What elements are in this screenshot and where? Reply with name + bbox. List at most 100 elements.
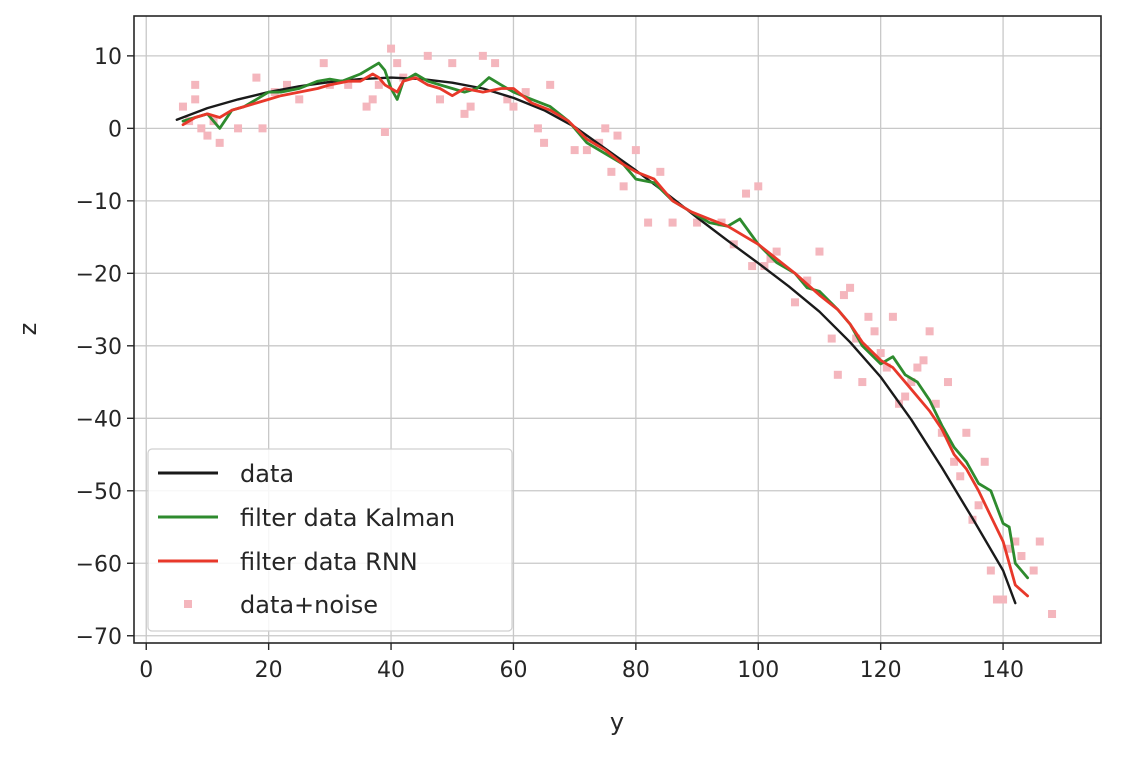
noise-point: [950, 457, 959, 466]
noise-point: [907, 378, 916, 387]
rnn-filter-line: [181, 72, 1029, 598]
noise-point: [601, 124, 610, 133]
legend-label-rnn: filter data RNN: [240, 548, 418, 576]
noise-point: [772, 247, 781, 256]
x-tick-label: 60: [499, 658, 527, 683]
noise-point: [974, 501, 983, 510]
legend-label-noise: data+noise: [240, 591, 378, 619]
noise-point: [980, 457, 989, 466]
x-axis-label: y: [610, 708, 624, 736]
y-tick-label: −70: [76, 625, 122, 650]
noise-point: [1035, 537, 1044, 546]
x-axis: 0 20 40 60 80 100 120 140: [139, 643, 1024, 683]
noise-point: [815, 247, 824, 256]
y-tick-label: 10: [94, 45, 122, 70]
noise-point: [570, 146, 579, 155]
noise-points: [178, 44, 1057, 619]
legend-label-kalman: filter data Kalman: [240, 504, 455, 532]
noise-point: [491, 59, 500, 68]
noise-point: [191, 80, 200, 89]
x-tick-label: 80: [622, 658, 650, 683]
noise-point: [252, 73, 261, 82]
noise-point: [962, 428, 971, 437]
noise-point: [668, 218, 677, 227]
noise-point: [374, 80, 383, 89]
noise-point: [478, 51, 487, 60]
legend-swatch-noise: [184, 600, 192, 608]
kalman-filter-line: [181, 61, 1029, 580]
noise-point: [956, 472, 965, 481]
noise-point: [582, 146, 591, 155]
noise-point: [901, 392, 910, 401]
grid: [134, 16, 1101, 643]
noise-point: [986, 566, 995, 575]
y-tick-label: −60: [76, 552, 122, 577]
noise-point: [992, 595, 1001, 604]
noise-point: [362, 102, 371, 111]
noise-point: [919, 356, 928, 365]
noise-point: [888, 312, 897, 321]
noise-point: [540, 138, 549, 147]
noise-point: [882, 363, 891, 372]
noise-point: [1029, 566, 1038, 575]
noise-point: [1005, 544, 1014, 553]
noise-point: [931, 399, 940, 408]
noise-point: [790, 298, 799, 307]
noise-point: [827, 334, 836, 343]
x-tick-label: 120: [860, 658, 902, 683]
noise-point: [344, 80, 353, 89]
noise-point: [258, 124, 267, 133]
noise-point: [393, 59, 402, 68]
noise-point: [613, 131, 622, 140]
noise-point: [619, 182, 628, 191]
noise-point: [203, 131, 212, 140]
y-tick-label: −40: [76, 407, 122, 432]
legend: data filter data Kalman filter data RNN …: [147, 448, 513, 632]
y-tick-label: −20: [76, 262, 122, 287]
noise-point: [423, 51, 432, 60]
noise-point: [295, 95, 304, 104]
y-axis-label: z: [14, 323, 42, 336]
y-tick-label: 0: [108, 117, 122, 142]
x-tick-label: 140: [982, 658, 1024, 683]
noise-point: [760, 262, 769, 271]
noise-point: [693, 218, 702, 227]
noise-point: [999, 595, 1008, 604]
noise-point: [631, 146, 640, 155]
y-axis: 10 0 −10 −20 −30 −40 −50 −60 −70: [76, 45, 134, 650]
noise-point: [234, 124, 243, 133]
noise-point: [943, 378, 952, 387]
noise-point: [803, 276, 812, 285]
noise-point: [448, 59, 457, 68]
noise-point: [742, 189, 751, 198]
noise-point: [521, 88, 530, 97]
noise-point: [191, 95, 200, 104]
noise-point: [215, 138, 224, 147]
noise-point: [1017, 552, 1026, 561]
noise-point: [833, 370, 842, 379]
noise-point: [754, 182, 763, 191]
x-tick-label: 0: [139, 658, 153, 683]
noise-point: [644, 218, 653, 227]
noise-point: [852, 334, 861, 343]
noise-point: [748, 262, 757, 271]
noise-point: [1011, 537, 1020, 546]
y-tick-label: −10: [76, 190, 122, 215]
noise-point: [387, 44, 396, 53]
noise-point: [533, 124, 542, 133]
noise-point: [913, 363, 922, 372]
x-tick-label: 100: [737, 658, 779, 683]
x-tick-label: 40: [377, 658, 405, 683]
noise-point: [1048, 610, 1057, 619]
noise-point: [925, 327, 934, 336]
noise-point: [368, 95, 377, 104]
noise-point: [870, 327, 879, 336]
noise-point: [846, 283, 855, 292]
y-tick-label: −50: [76, 480, 122, 505]
noise-point: [509, 102, 518, 111]
noise-point: [178, 102, 187, 111]
noise-point: [937, 428, 946, 437]
noise-point: [503, 95, 512, 104]
noise-point: [839, 291, 848, 300]
